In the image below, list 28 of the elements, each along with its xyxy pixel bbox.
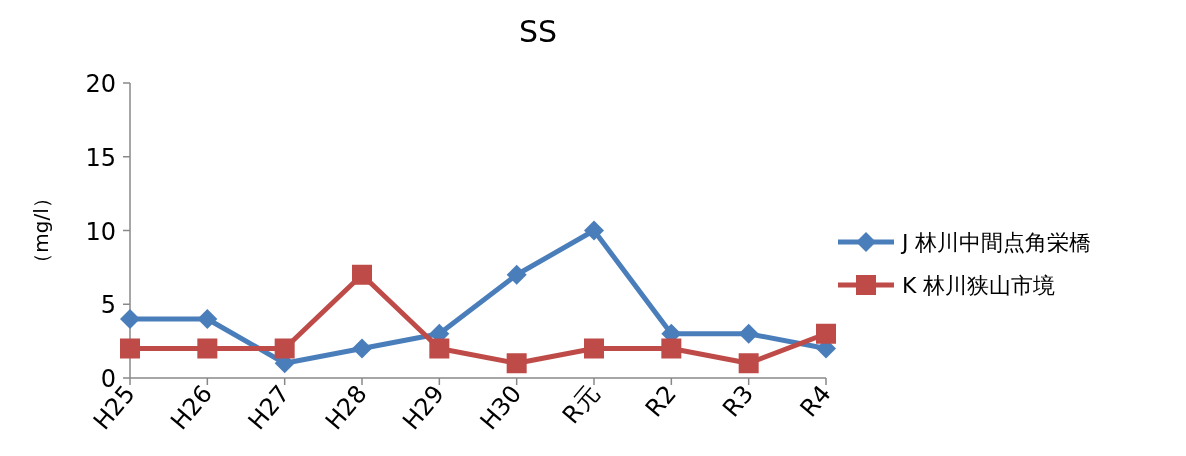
y-tick-label: 15 [85, 143, 116, 172]
y-tick-label: 10 [85, 217, 116, 246]
y-tick-label: 20 [85, 70, 116, 98]
point [352, 264, 372, 285]
point [506, 353, 527, 374]
y-axis-title: （mg/l） [29, 188, 53, 273]
x-tick-label: R元 [556, 379, 605, 430]
x-tick-label: R2 [639, 379, 682, 423]
point [197, 338, 218, 359]
point [274, 338, 295, 359]
legend-label: K 林川狭山市境 [902, 273, 1056, 298]
y-tick-label: 5 [100, 291, 116, 320]
point [816, 323, 836, 344]
point [197, 309, 218, 329]
point [584, 338, 604, 359]
point [738, 353, 759, 374]
point [738, 323, 759, 344]
point [120, 338, 140, 359]
point [506, 264, 527, 285]
x-tick-label: R4 [794, 379, 837, 423]
point [352, 338, 372, 359]
x-tick-label: R3 [717, 379, 760, 423]
point [584, 220, 604, 241]
point [120, 309, 140, 329]
legend-label: J 林川中間点角栄橋 [900, 230, 1092, 255]
point [661, 338, 682, 359]
point [429, 338, 450, 359]
chart-title: SS [518, 14, 558, 49]
